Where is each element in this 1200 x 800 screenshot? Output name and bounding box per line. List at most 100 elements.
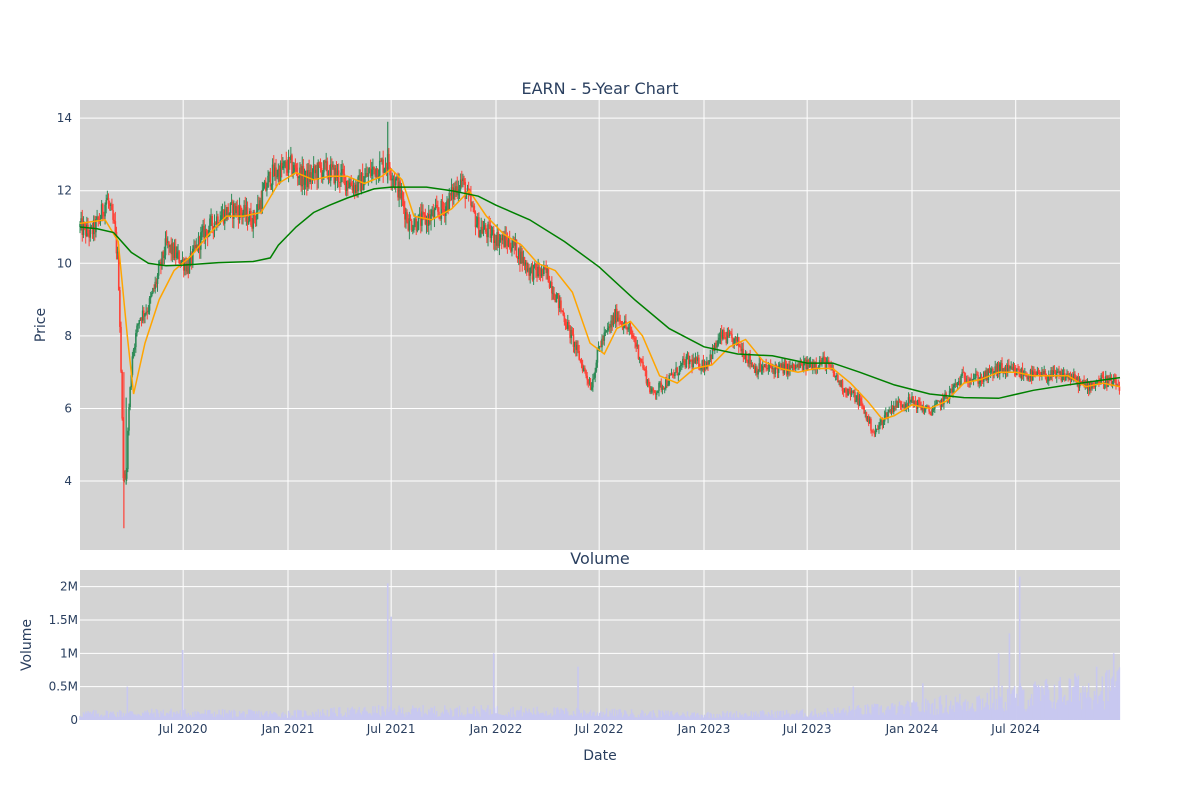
volume-bar <box>870 714 872 720</box>
volume-bar <box>500 714 503 720</box>
down-candle-body <box>489 224 492 238</box>
up-candle-body <box>176 252 178 259</box>
down-candle-body <box>839 381 841 387</box>
up-candle-body <box>726 331 729 344</box>
volume-bar <box>1086 692 1089 720</box>
down-candle-body <box>683 358 685 361</box>
volume-bar <box>113 714 115 720</box>
volume-bar <box>283 716 285 720</box>
volume-bar <box>384 715 387 720</box>
volume-bar <box>879 706 881 720</box>
up-candle-body <box>761 365 764 371</box>
volume-bar <box>560 708 562 720</box>
down-candle-body <box>871 430 873 432</box>
up-candle-body <box>983 372 985 382</box>
up-candle-body <box>249 210 251 222</box>
down-candle-body <box>521 251 524 264</box>
down-candle-body <box>631 334 634 338</box>
down-candle-body <box>600 345 602 348</box>
volume-bar <box>241 713 243 720</box>
volume-bar <box>871 704 873 720</box>
volume-plot-area <box>80 570 1120 720</box>
volume-bar <box>821 715 823 720</box>
up-candle-body <box>1057 371 1059 373</box>
up-candle-body <box>202 226 204 232</box>
volume-bar <box>661 710 664 720</box>
volume-bar <box>396 715 398 720</box>
volume-bar <box>312 713 315 720</box>
down-candle-body <box>454 188 456 193</box>
down-candle-body <box>313 165 316 174</box>
volume-bar <box>269 710 272 720</box>
up-candle-body <box>1095 382 1098 385</box>
up-candle-body <box>345 181 348 191</box>
up-candle-body <box>717 339 720 346</box>
volume-spike-bar <box>386 583 389 720</box>
up-candle-body <box>1041 372 1043 377</box>
volume-bar <box>929 713 931 720</box>
volume-bar <box>797 714 799 720</box>
down-candle-body <box>296 172 299 178</box>
down-candle-body <box>848 388 851 392</box>
volume-bar <box>232 717 234 720</box>
volume-bar <box>83 713 86 720</box>
up-candle-body <box>502 234 504 241</box>
up-candle-body <box>392 178 395 180</box>
volume-bar <box>591 715 593 720</box>
up-candle-body <box>1086 382 1089 389</box>
volume-bar <box>458 705 461 720</box>
up-candle-body <box>1046 380 1049 382</box>
up-candle-body <box>767 367 770 370</box>
up-candle-body <box>381 159 383 162</box>
volume-bar <box>1103 709 1106 720</box>
volume-spike-bar <box>852 686 855 720</box>
up-candle-body <box>592 379 594 388</box>
down-candle-body <box>217 216 219 226</box>
volume-bar <box>984 706 986 720</box>
volume-bar <box>1045 678 1048 720</box>
volume-bar <box>578 709 580 720</box>
up-candle-body <box>838 381 840 383</box>
up-candle-body <box>529 268 531 276</box>
volume-bar <box>869 712 871 720</box>
volume-bar <box>491 713 494 720</box>
volume-bar <box>854 709 856 720</box>
up-candle-body <box>221 210 224 216</box>
volume-bar <box>445 709 447 720</box>
down-candle-body <box>725 337 728 344</box>
volume-bar <box>1000 697 1002 720</box>
up-candle-body <box>127 430 129 470</box>
volume-bar <box>597 715 600 720</box>
up-candle-body <box>92 219 95 235</box>
down-candle-body <box>402 199 405 208</box>
volume-bar <box>705 716 707 720</box>
up-candle-body <box>675 367 677 373</box>
volume-bar <box>1105 672 1107 720</box>
volume-chart-title: Volume <box>570 549 630 568</box>
volume-bar <box>694 716 697 720</box>
down-candle-body <box>366 173 369 177</box>
down-candle-body <box>788 363 790 371</box>
up-candle-body <box>116 251 119 254</box>
volume-bar <box>1069 679 1072 720</box>
down-candle-body <box>578 351 580 360</box>
volume-bar <box>863 714 865 720</box>
down-candle-body <box>776 367 779 373</box>
volume-bar <box>399 708 401 720</box>
up-candle-body <box>582 367 585 372</box>
down-candle-body <box>763 365 765 367</box>
volume-spike-bar <box>1008 633 1011 720</box>
volume-bar <box>640 713 642 720</box>
volume-bar <box>219 714 221 720</box>
volume-bar <box>464 716 466 720</box>
volume-bar <box>614 716 617 720</box>
down-candle-body <box>857 395 860 406</box>
down-candle-body <box>769 364 772 367</box>
volume-bar <box>980 710 983 720</box>
volume-bar <box>148 715 151 720</box>
up-candle-body <box>262 188 265 191</box>
volume-bar <box>436 710 438 720</box>
down-candle-body <box>584 367 586 371</box>
volume-bar <box>206 710 209 720</box>
volume-bar <box>212 716 215 720</box>
